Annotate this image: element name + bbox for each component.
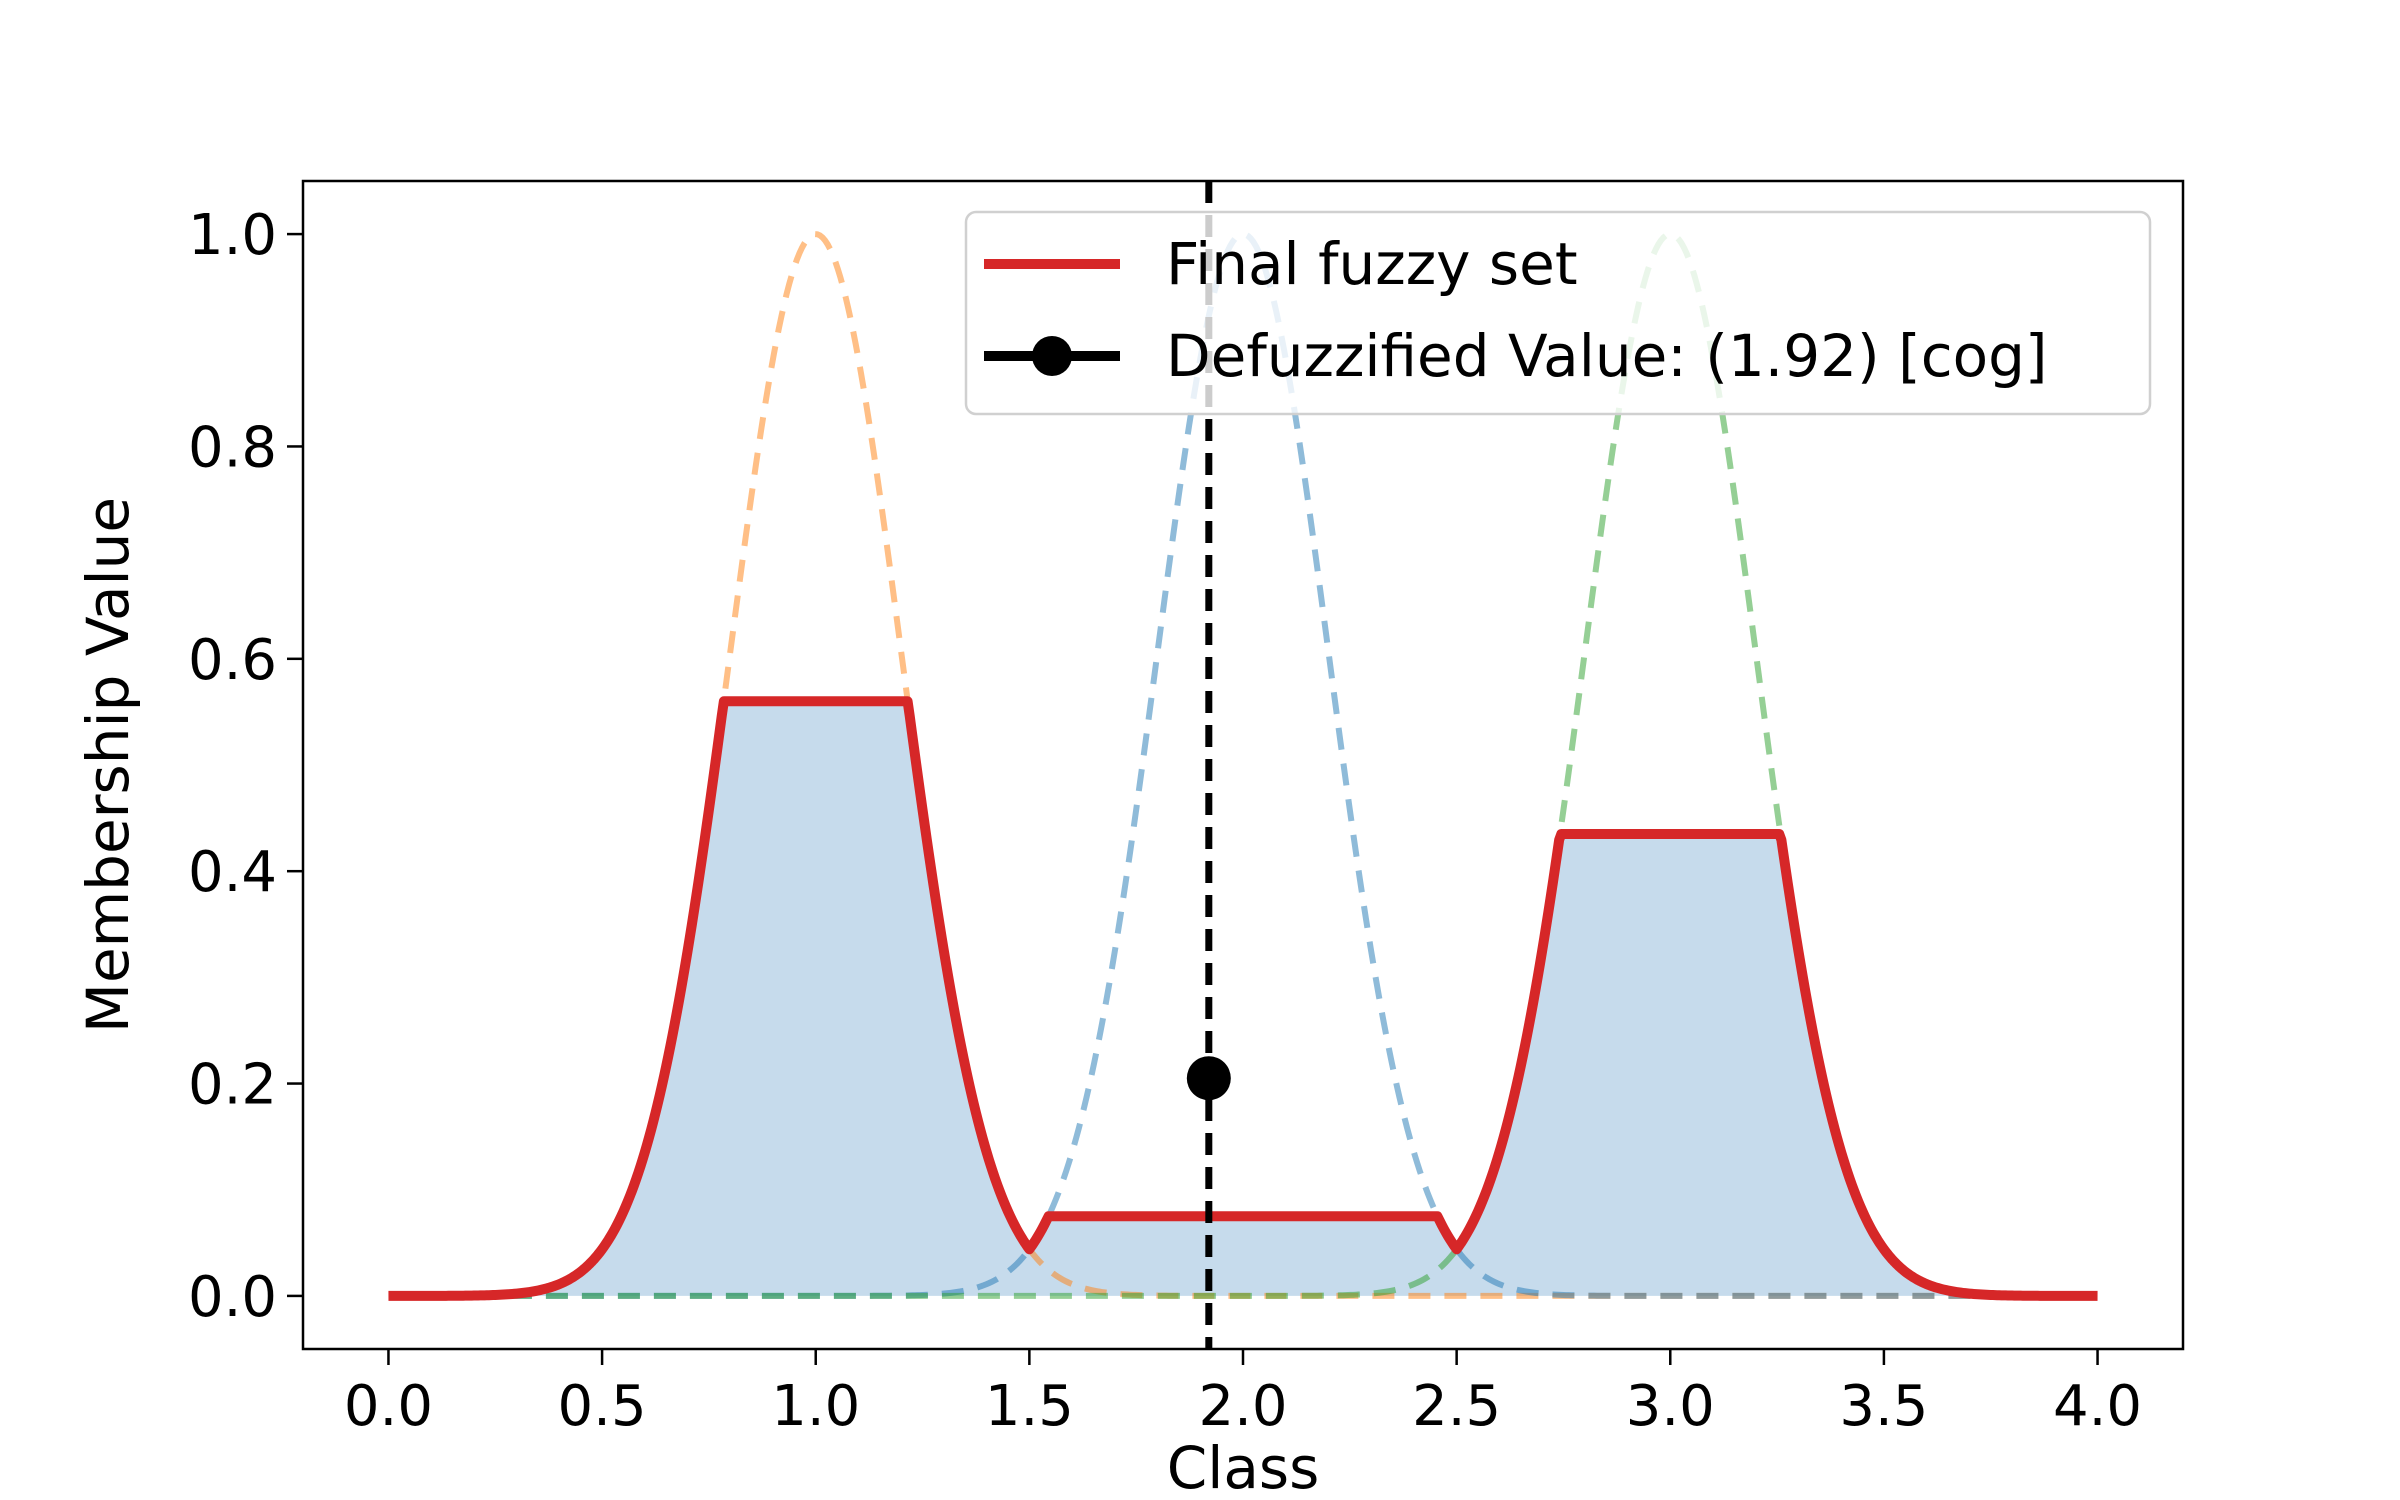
defuzzified-value-marker [1186, 1056, 1231, 1101]
y-tick-label: 0.0 [188, 1265, 277, 1330]
y-tick-label: 0.8 [188, 415, 277, 480]
y-axis-title: Membership Value [74, 497, 142, 1033]
plot-area [385, 181, 2101, 1349]
legend-box [964, 210, 2152, 416]
final-fuzzy-set-fill [388, 701, 2098, 1296]
x-tick-label: 2.5 [1412, 1374, 1501, 1439]
membership-function-lines [473, 231, 2013, 1299]
x-axis-title: Class [1167, 1434, 1320, 1500]
x-tick-label: 1.5 [985, 1374, 1074, 1439]
membership-function-3-line [473, 231, 2013, 1299]
legend-marker-defuzzified-value [1032, 336, 1072, 376]
x-tick-label: 0.0 [344, 1374, 433, 1439]
x-tick-label: 3.0 [1626, 1374, 1715, 1439]
x-tick-label: 1.0 [771, 1374, 860, 1439]
y-axis-ticks: 0.0 0.2 0.4 0.6 0.8 1.0 [188, 203, 303, 1330]
x-tick-label: 4.0 [2053, 1374, 2142, 1439]
y-tick-label: 1.0 [188, 203, 277, 268]
x-axis-ticks: 0.0 0.5 1.0 1.5 2.0 2.5 3.0 3.5 4.0 [344, 1349, 2142, 1439]
y-tick-label: 0.2 [188, 1053, 277, 1118]
legend-label-final-fuzzy-set: Final fuzzy set [1166, 230, 1578, 298]
x-tick-label: 3.5 [1839, 1374, 1928, 1439]
y-tick-label: 0.4 [188, 840, 277, 905]
final-fuzzy-set-line [385, 696, 2101, 1301]
x-tick-label: 2.0 [1198, 1374, 1287, 1439]
y-tick-label: 0.6 [188, 628, 277, 693]
legend: Final fuzzy set Defuzzified Value: (1.92… [964, 210, 2152, 416]
x-tick-label: 0.5 [558, 1374, 647, 1439]
legend-label-defuzzified-value: Defuzzified Value: (1.92) [cog] [1166, 322, 2048, 390]
